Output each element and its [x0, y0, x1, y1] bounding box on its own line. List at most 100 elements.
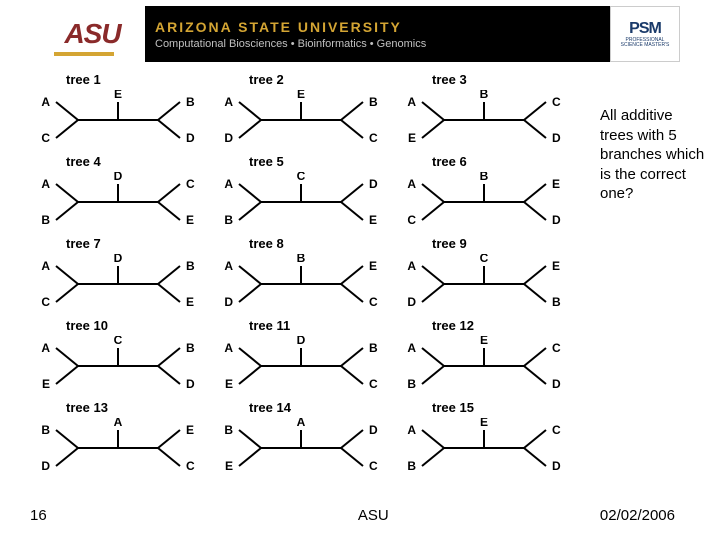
svg-text:E: E [186, 295, 194, 309]
tree-title: tree 14 [249, 400, 291, 415]
svg-text:C: C [369, 459, 378, 473]
svg-text:C: C [41, 131, 50, 145]
svg-text:E: E [186, 213, 194, 227]
tree-diagram: A E C B D [38, 336, 208, 398]
tree-cell-10: tree 10 A E C B D [38, 318, 221, 400]
university-name: ARIZONA STATE UNIVERSITY [155, 19, 610, 35]
svg-text:B: B [224, 213, 233, 227]
tree-title: tree 3 [432, 72, 467, 87]
tree-cell-12: tree 12ABECD [404, 318, 587, 400]
svg-text:D: D [224, 295, 233, 309]
svg-text:C: C [407, 213, 416, 227]
svg-text:E: E [480, 418, 488, 429]
tree-diagram: ADCEB [404, 254, 574, 316]
svg-text:B: B [186, 341, 195, 355]
tree-title: tree 10 [66, 318, 108, 333]
footer-date: 02/02/2006 [600, 507, 675, 524]
tree-title: tree 15 [432, 400, 474, 415]
svg-text:A: A [41, 341, 50, 355]
svg-text:D: D [552, 377, 561, 391]
svg-text:A: A [224, 341, 233, 355]
svg-text:D: D [41, 459, 50, 473]
svg-text:C: C [480, 254, 489, 265]
svg-text:A: A [41, 259, 50, 273]
svg-text:E: E [225, 459, 233, 473]
svg-text:E: E [186, 423, 194, 437]
svg-text:C: C [114, 336, 123, 347]
svg-text:D: D [552, 459, 561, 473]
tree-diagram: ABDCE [38, 172, 208, 234]
psm-logo-text: PSM [629, 20, 661, 38]
header-title-block: ARIZONA STATE UNIVERSITY Computational B… [145, 6, 610, 62]
tree-cell-2: tree 2ADEBC [221, 72, 404, 154]
header-banner: ASU ARIZONA STATE UNIVERSITY Computation… [40, 6, 680, 62]
svg-text:B: B [407, 377, 416, 391]
svg-text:A: A [41, 95, 50, 109]
svg-text:B: B [41, 423, 50, 437]
svg-text:C: C [552, 423, 561, 437]
svg-text:B: B [41, 213, 50, 227]
svg-text:D: D [369, 177, 378, 191]
side-caption: All additive trees with 5 branches which… [600, 106, 710, 204]
svg-text:A: A [407, 259, 416, 273]
tree-title: tree 11 [249, 318, 290, 333]
tree-diagram: BDAEC [38, 418, 208, 480]
tree-title: tree 13 [66, 400, 108, 415]
svg-text:B: B [369, 95, 378, 109]
tree-title: tree 2 [249, 72, 284, 87]
tree-title: tree 7 [66, 236, 101, 251]
svg-text:A: A [224, 95, 233, 109]
tree-title: tree 6 [432, 154, 467, 169]
tree-diagram: AEBCD [404, 90, 574, 152]
svg-text:D: D [552, 131, 561, 145]
tree-diagram: ACBED [404, 172, 574, 234]
svg-text:B: B [407, 459, 416, 473]
svg-text:C: C [41, 295, 50, 309]
tree-title: tree 9 [432, 236, 467, 251]
svg-text:B: B [224, 423, 233, 437]
svg-text:E: E [552, 177, 560, 191]
svg-text:E: E [114, 90, 122, 101]
tree-cell-3: tree 3AEBCD [404, 72, 587, 154]
svg-text:D: D [224, 131, 233, 145]
department-line: Computational Biosciences • Bioinformati… [155, 38, 610, 50]
svg-text:E: E [408, 131, 416, 145]
psm-line2: SCIENCE MASTER'S [621, 43, 670, 48]
footer-center: ASU [47, 507, 600, 524]
svg-text:A: A [41, 177, 50, 191]
svg-text:D: D [552, 213, 561, 227]
svg-text:B: B [297, 254, 306, 265]
svg-text:A: A [224, 259, 233, 273]
svg-text:D: D [407, 295, 416, 309]
tree-title: tree 1 [66, 72, 101, 87]
svg-text:B: B [369, 341, 378, 355]
svg-text:A: A [297, 418, 306, 429]
tree-title: tree 8 [249, 236, 284, 251]
tree-cell-4: tree 4ABDCE [38, 154, 221, 236]
svg-text:A: A [114, 418, 123, 429]
tree-diagram: BEADC [221, 418, 391, 480]
tree-diagram: A B E C D [404, 418, 574, 480]
svg-text:E: E [225, 377, 233, 391]
svg-text:D: D [186, 377, 195, 391]
tree-cell-6: tree 6ACBED [404, 154, 587, 236]
svg-text:D: D [114, 172, 123, 183]
svg-text:B: B [480, 90, 489, 101]
asu-logo-underline [54, 52, 114, 56]
page-number: 16 [30, 507, 47, 524]
svg-text:E: E [369, 213, 377, 227]
svg-text:A: A [224, 177, 233, 191]
svg-text:E: E [297, 90, 305, 101]
svg-text:C: C [297, 172, 306, 183]
tree-cell-1: tree 1ACEBD [38, 72, 221, 154]
asu-logo-text: ASU [64, 18, 120, 50]
svg-text:E: E [42, 377, 50, 391]
svg-text:A: A [407, 423, 416, 437]
trees-grid: tree 1 A C E B Dtree 2 A D E B Ctree 3 A E B C Dtree 4 A… [38, 72, 588, 482]
tree-title: tree 4 [66, 154, 101, 169]
tree-diagram: ADBEC [221, 254, 391, 316]
tree-diagram: A B C D E [221, 172, 391, 234]
psm-logo: PSM PROFESSIONAL SCIENCE MASTER'S [610, 6, 680, 62]
tree-title: tree 5 [249, 154, 284, 169]
svg-text:E: E [369, 259, 377, 273]
